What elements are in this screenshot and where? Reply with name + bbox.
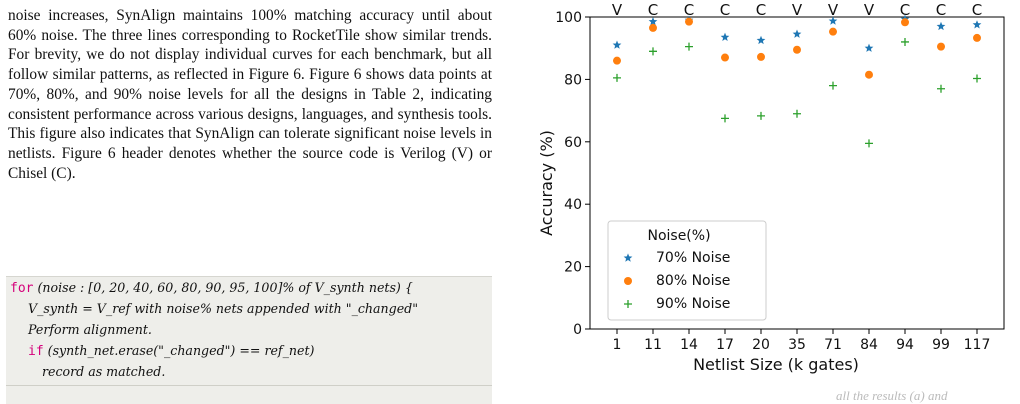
point-series-2-1 — [613, 56, 621, 65]
code-text-1: (noise : [0, 20, 40, 60, 80, 90, 95, 100… — [37, 280, 413, 295]
point-series-1-11 — [648, 17, 658, 26]
header-label: C — [900, 1, 910, 19]
x-tick-label: 20 — [752, 337, 770, 353]
point-series-3-17 — [721, 114, 729, 123]
x-tick-label: 1 — [613, 337, 622, 353]
point-series-3-94 — [901, 37, 909, 46]
point-series-3-117 — [973, 74, 981, 83]
code-keyword-for: for — [10, 281, 34, 296]
x-tick-label: 14 — [680, 337, 698, 353]
x-tick-label: 117 — [964, 337, 991, 353]
x-tick-label: 94 — [896, 337, 914, 353]
point-series-1-99 — [936, 21, 946, 31]
x-axis-label: Netlist Size (k gates) — [693, 355, 859, 374]
point-series-1-1 — [612, 40, 622, 49]
code-line-2: V_synth = V_ref with noise% nets appende… — [28, 301, 419, 316]
point-series-2-84 — [865, 70, 873, 79]
code-line-5: record as matched. — [42, 364, 166, 379]
point-series-1-84 — [864, 43, 874, 52]
x-tick-label: 71 — [824, 337, 842, 353]
header-label: C — [756, 1, 766, 19]
point-series-3-1 — [613, 73, 621, 82]
legend-entry-2: 80% Noise — [656, 273, 730, 289]
y-tick-label: 20 — [564, 260, 582, 276]
header-label: V — [792, 1, 803, 19]
point-series-3-20 — [757, 111, 765, 120]
point-series-3-99 — [937, 84, 945, 93]
code-text-4: (synth_net.erase("_changed") == ref_net) — [47, 343, 315, 358]
point-series-1-71 — [828, 16, 838, 25]
body-paragraph: noise increases, SynAlign maintains 100%… — [8, 7, 492, 182]
legend-marker-3 — [624, 300, 632, 308]
header-label: C — [684, 1, 694, 19]
y-tick-labels: 0 20 40 60 80 100 — [555, 10, 582, 338]
header-label: C — [936, 1, 946, 19]
point-series-2-14 — [685, 17, 693, 26]
header-label: C — [972, 1, 982, 19]
y-tick-label: 60 — [564, 135, 582, 151]
code-keyword-if: if — [28, 344, 44, 359]
point-series-3-35 — [793, 109, 801, 118]
header-label: V — [864, 1, 875, 19]
header-label: C — [648, 1, 658, 19]
legend-entry-1: 70% Noise — [656, 250, 730, 266]
point-series-2-117 — [973, 33, 981, 42]
point-series-3-11 — [649, 47, 657, 56]
header-label: V — [828, 1, 839, 19]
legend-box — [607, 220, 767, 321]
x-tick-label: 84 — [860, 337, 878, 353]
point-series-2-20 — [757, 52, 765, 61]
point-series-2-94 — [901, 18, 909, 27]
point-series-3-71 — [829, 81, 837, 90]
x-tick-label: 99 — [932, 337, 950, 353]
point-series-2-11 — [649, 23, 657, 32]
code-line-4: if (synth_net.erase("_changed") == ref_n… — [6, 340, 492, 361]
chart-axes — [585, 16, 1005, 334]
x-tick-labels: 1 11 14 17 20 35 71 84 94 99 117 — [613, 337, 991, 353]
code-line-1: for (noise : [0, 20, 40, 60, 80, 90, 95,… — [6, 277, 492, 298]
y-tick-label: 80 — [564, 72, 582, 88]
footer-fragment: all the results (a) and — [836, 388, 948, 403]
x-tick-label: 17 — [716, 337, 734, 353]
point-series-1-35 — [792, 29, 802, 38]
point-series-3-14 — [685, 42, 693, 51]
y-tick-label: 40 — [564, 197, 582, 213]
y-tick-label: 0 — [573, 322, 582, 338]
y-axis-label: Accuracy (%) — [537, 130, 556, 236]
legend-marker-1 — [623, 253, 633, 262]
legend-title: Noise(%) — [647, 228, 710, 244]
point-series-3-84 — [865, 139, 873, 148]
x-tick-label: 11 — [644, 337, 662, 353]
point-series-1-20 — [756, 35, 766, 45]
code-divider — [6, 385, 492, 386]
legend-entry-3: 90% Noise — [656, 296, 730, 312]
chart-legend: Noise(%) 70% Noise 80% Noise 90% Noise — [607, 220, 767, 321]
header-label: V — [612, 1, 623, 19]
point-series-1-17 — [720, 32, 730, 41]
point-series-1-117 — [972, 20, 982, 29]
y-tick-label: 100 — [555, 10, 582, 26]
legend-marker-2 — [624, 277, 632, 285]
point-series-2-17 — [721, 53, 729, 62]
point-series-2-71 — [829, 27, 837, 36]
code-line-3: Perform alignment. — [28, 322, 152, 337]
point-series-2-99 — [937, 42, 945, 51]
header-label: C — [720, 1, 730, 19]
point-series-2-35 — [793, 45, 801, 54]
data-points — [612, 14, 982, 148]
algorithm-listing: for (noise : [0, 20, 40, 60, 80, 90, 95,… — [6, 276, 492, 404]
body-text-column: noise increases, SynAlign maintains 100%… — [8, 6, 492, 183]
x-tick-label: 35 — [788, 337, 806, 353]
